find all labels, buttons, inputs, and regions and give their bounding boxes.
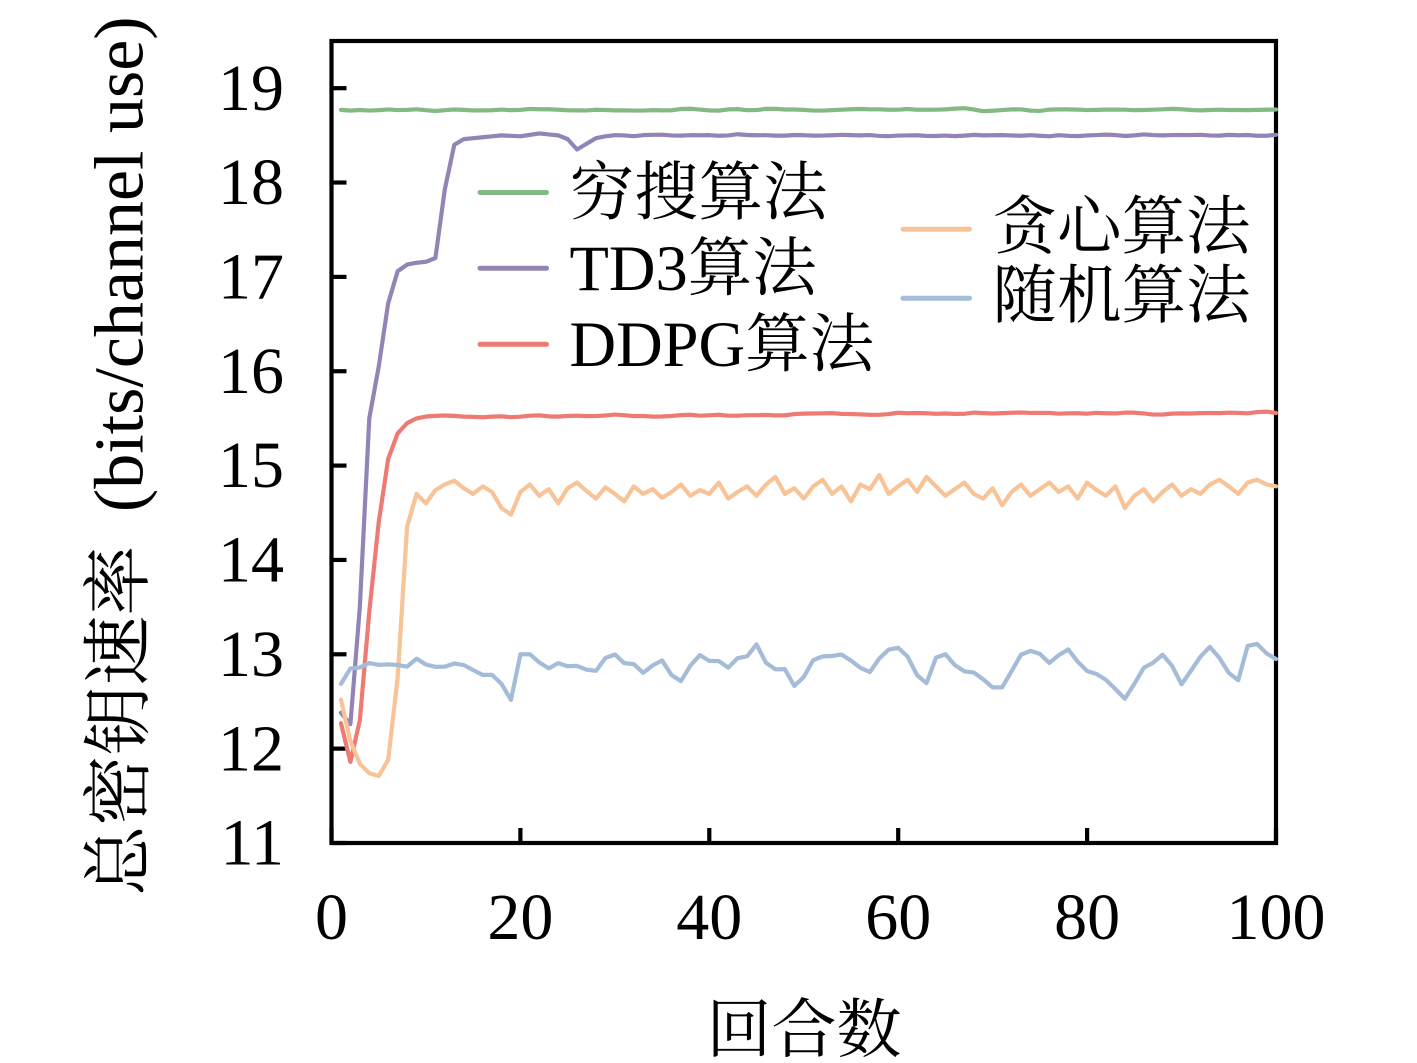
y-tick-label: 18 <box>218 146 284 219</box>
y-axis-label-cjk-glyph <box>83 689 149 754</box>
plot-frame <box>329 38 1279 846</box>
y-tick-label: 17 <box>218 240 284 313</box>
legend-label-latin-run: TD3 <box>570 233 688 304</box>
y-tick-label: 16 <box>218 335 284 408</box>
legend-label-cjk-glyph <box>1059 263 1120 323</box>
legend-label-cjk-glyph <box>997 263 1055 323</box>
series-line-贪心算法 <box>338 472 1279 779</box>
legend-label-cjk-glyph <box>995 194 1055 254</box>
x-tick-label: 0 <box>315 881 348 954</box>
x-tick-label: 40 <box>676 881 742 954</box>
y-axis-label: (bits/channel use) <box>81 16 158 893</box>
legend-label-cjk-glyph <box>1124 194 1184 254</box>
series-line-穷搜算法 <box>338 106 1279 114</box>
legend-label-cjk-glyph <box>1188 263 1249 323</box>
x-tick-label: 100 <box>1227 881 1326 954</box>
x-axis-label-cjk-glyph <box>838 997 900 1058</box>
legend-label-cjk-glyph <box>765 160 826 220</box>
legend-entry <box>477 159 826 220</box>
y-axis-label-cjk-glyph <box>83 548 148 613</box>
y-axis-label-cjk-glyph <box>83 758 149 823</box>
x-axis-label <box>713 997 900 1058</box>
legend-label-cjk-glyph <box>690 235 750 296</box>
axis-ticks <box>329 86 1279 846</box>
y-tick-label: 19 <box>218 52 284 125</box>
legend-label-latin-run: DDPG <box>570 309 746 380</box>
x-axis-label-cjk-glyph <box>713 999 767 1057</box>
y-tick-label: 14 <box>218 524 284 597</box>
x-tick-label: 80 <box>1054 881 1120 954</box>
x-tick-label: 20 <box>487 881 553 954</box>
series-lines <box>338 106 1279 779</box>
legend-entry <box>900 263 1249 323</box>
y-axis-label-cjk-glyph <box>83 617 148 683</box>
legend-label-cjk-glyph <box>1059 194 1119 251</box>
legend-label-cjk-glyph <box>755 236 815 296</box>
legend-label-cjk-glyph <box>1188 194 1249 254</box>
series-line-随机算法 <box>338 641 1279 703</box>
y-axis-label-latin-run: (bits/channel <box>81 151 158 513</box>
legend-entry: DDPG <box>477 309 873 380</box>
legend-label-cjk-glyph <box>572 159 632 220</box>
y-tick-labels: 11 12 13 14 15 16 17 18 19 <box>218 52 284 880</box>
legend-label-cjk-glyph <box>701 160 761 220</box>
series-line-TD3算法 <box>338 131 1279 727</box>
x-axis-label-cjk-glyph <box>773 997 835 1058</box>
legend-label-cjk-glyph <box>636 160 697 220</box>
y-tick-label: 13 <box>218 618 284 691</box>
y-axis-label-cjk-glyph <box>83 829 147 893</box>
legend-entry: TD3 <box>477 233 815 304</box>
y-tick-label: 11 <box>220 807 284 880</box>
y-axis-label-latin-run: use) <box>81 16 158 133</box>
legend-label-cjk-glyph <box>747 312 807 372</box>
y-tick-label: 15 <box>218 429 284 502</box>
legend-label-cjk-glyph <box>1124 263 1184 323</box>
legend-entry <box>900 194 1249 254</box>
x-tick-label: 60 <box>865 881 931 954</box>
x-tick-labels: 0 20 40 60 80 100 <box>315 881 1326 954</box>
series-line-DDPG算法 <box>338 409 1279 764</box>
legend-label-cjk-glyph <box>812 312 873 372</box>
y-tick-label: 12 <box>218 712 284 785</box>
